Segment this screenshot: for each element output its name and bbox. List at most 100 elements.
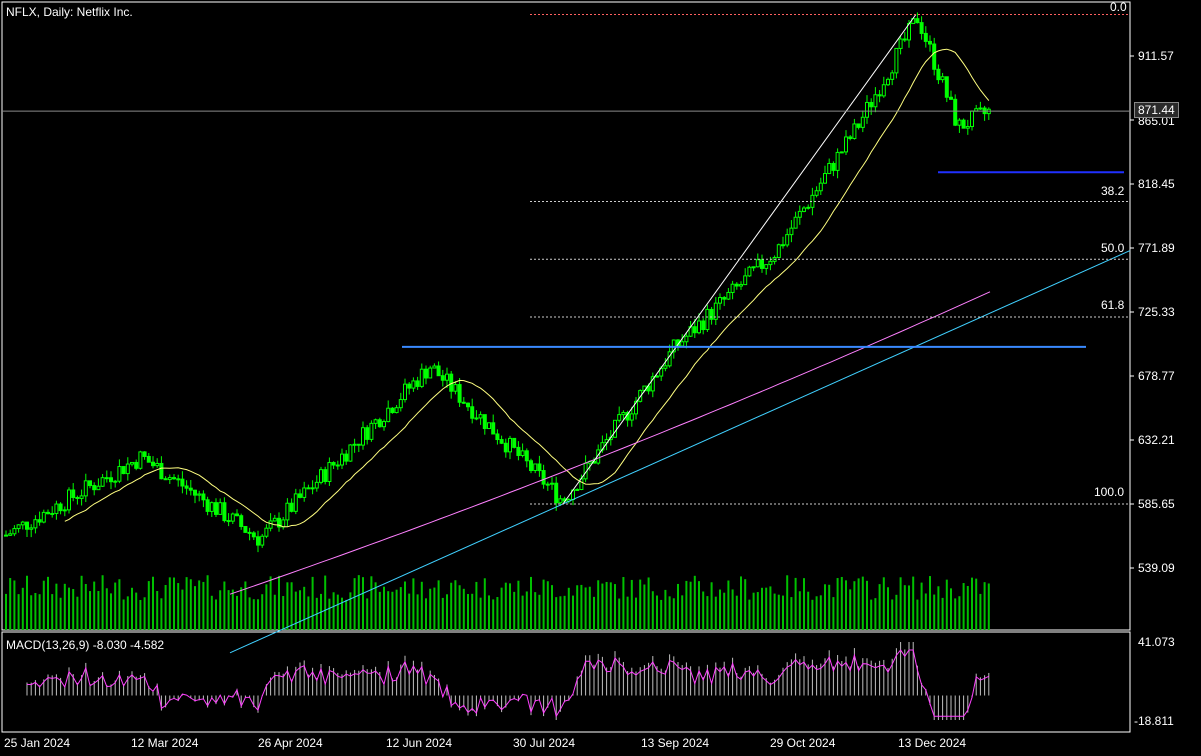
candle-body xyxy=(16,524,21,530)
volume-bar xyxy=(698,581,700,630)
candle-body xyxy=(705,308,710,331)
candle-body xyxy=(466,402,470,408)
volume-bar xyxy=(546,581,549,630)
volume-bar xyxy=(735,595,738,630)
time-tick-label: 29 Oct 2024 xyxy=(770,736,836,750)
candle-body xyxy=(222,502,227,522)
volume-bar xyxy=(950,588,952,630)
volume-bar xyxy=(580,584,583,630)
candle-body xyxy=(751,266,756,269)
volume-bar xyxy=(668,596,671,630)
candle-body xyxy=(289,502,294,512)
candle-body xyxy=(839,151,844,154)
candle-body xyxy=(743,275,748,286)
volume-bar xyxy=(147,581,150,630)
volume-bar xyxy=(353,578,356,630)
volume-bar xyxy=(181,589,184,630)
candle-body xyxy=(197,493,202,496)
volume-bar xyxy=(168,577,171,630)
volume-bar xyxy=(202,581,205,630)
candle-body xyxy=(487,422,491,430)
volume-bar xyxy=(13,580,16,630)
candle-body xyxy=(478,414,483,419)
candle-body xyxy=(226,520,231,523)
candle-body xyxy=(117,466,122,482)
volume-bar xyxy=(908,585,910,630)
volume-bar xyxy=(811,599,814,630)
candle-body xyxy=(243,525,248,533)
volume-bar xyxy=(815,596,818,630)
volume-bar xyxy=(227,590,230,630)
volume-bar xyxy=(828,584,831,630)
volume-bar xyxy=(118,579,121,630)
candle-body xyxy=(503,442,508,453)
candle-body xyxy=(860,116,865,128)
candle-body xyxy=(92,485,97,491)
volume-bar xyxy=(5,593,7,630)
volume-bar xyxy=(391,591,394,630)
volume-bar xyxy=(576,585,579,630)
volume-bar xyxy=(714,596,717,630)
candle-body xyxy=(167,477,172,481)
candle-body xyxy=(268,520,273,529)
candle-body xyxy=(482,414,487,430)
volume-bar xyxy=(336,594,339,630)
volume-bar xyxy=(475,581,478,630)
volume-bar xyxy=(143,597,146,630)
volume-bar xyxy=(240,587,243,630)
volume-bar xyxy=(105,588,108,630)
candle-body xyxy=(545,483,550,486)
candle-body xyxy=(4,534,8,537)
candle-body xyxy=(558,498,563,504)
ma-slow-line xyxy=(229,291,991,595)
volume-bar xyxy=(693,575,696,630)
candle-body xyxy=(407,383,412,389)
volume-bar xyxy=(324,575,327,630)
candle-body xyxy=(356,443,361,446)
candle-body xyxy=(890,72,895,80)
candle-body xyxy=(831,162,836,171)
candle-body xyxy=(83,480,88,497)
candle-body xyxy=(516,446,521,456)
volume-bar xyxy=(849,589,852,630)
volume-bar xyxy=(236,595,238,630)
candle-body xyxy=(264,527,269,537)
candle-body xyxy=(33,519,38,529)
candle-body xyxy=(550,482,554,485)
candle-body xyxy=(529,460,533,472)
macd-signal-line xyxy=(26,649,990,718)
volume-bar xyxy=(786,575,789,630)
volume-bar xyxy=(744,579,747,630)
candle-body xyxy=(541,470,546,485)
volume-bar xyxy=(219,590,222,630)
volume-bar xyxy=(517,580,520,630)
candle-body xyxy=(125,463,130,475)
volume-bar xyxy=(441,597,444,630)
candle-body xyxy=(537,463,542,472)
volume-bar xyxy=(895,594,898,630)
candle-body xyxy=(310,487,315,490)
candle-body xyxy=(915,18,920,24)
candle-body xyxy=(621,412,626,416)
volume-bar xyxy=(597,580,600,630)
volume-bar xyxy=(601,583,604,630)
candle-body xyxy=(8,533,13,536)
volume-bar xyxy=(710,582,713,630)
candle-body xyxy=(520,450,525,456)
volume-bar xyxy=(609,582,612,630)
volume-bar xyxy=(349,592,352,630)
candle-body xyxy=(491,422,496,435)
candle-body xyxy=(785,234,790,246)
candle-body xyxy=(739,284,743,287)
volume-bar xyxy=(559,596,562,630)
volume-bar xyxy=(408,593,411,630)
volume-bar xyxy=(660,599,663,630)
volume-bar xyxy=(882,577,885,630)
volume-bar xyxy=(110,593,112,630)
candle-body xyxy=(403,383,407,401)
macd-label: MACD(13,26,9) -8.030 -4.582 xyxy=(6,638,165,652)
candle-body xyxy=(239,515,244,527)
trendline xyxy=(229,250,1131,654)
volume-bar xyxy=(135,592,138,630)
